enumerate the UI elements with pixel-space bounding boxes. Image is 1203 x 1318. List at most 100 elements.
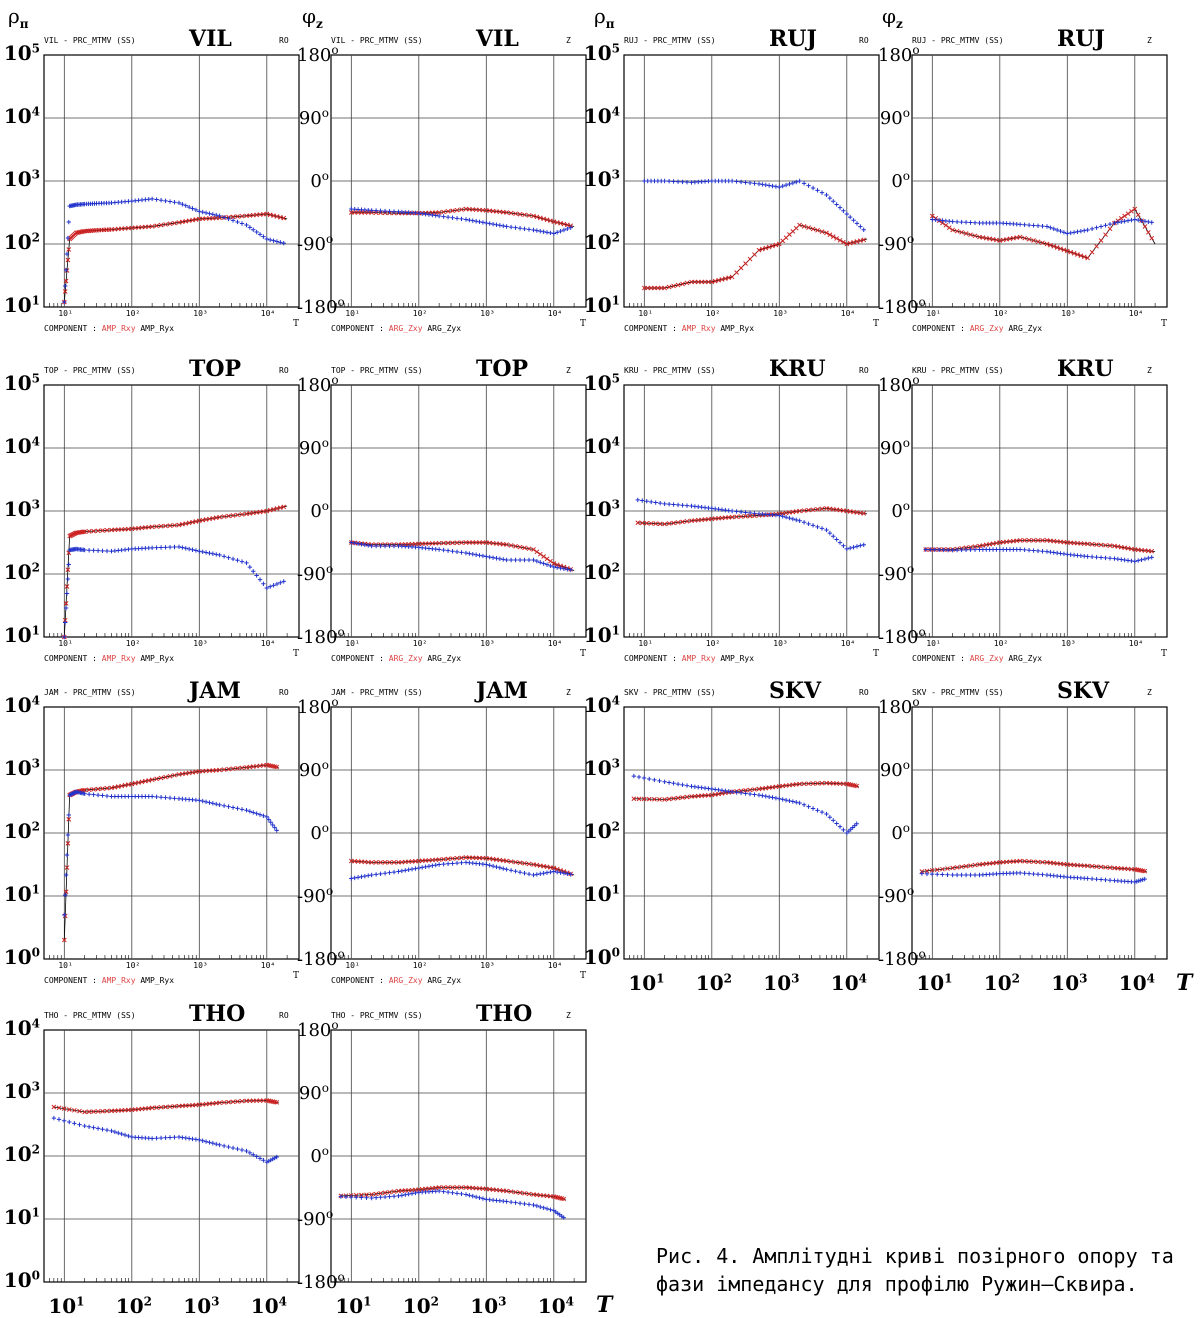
x-tick-label: 10⁴ bbox=[260, 961, 276, 970]
data-point-xy bbox=[1135, 212, 1141, 218]
data-point-xy bbox=[684, 518, 690, 524]
data-point-xy bbox=[752, 252, 757, 257]
data-point-xy bbox=[239, 213, 245, 219]
data-point-yx bbox=[837, 540, 843, 545]
data-point-yx bbox=[959, 547, 964, 553]
data-point-xy bbox=[806, 507, 811, 513]
data-point-xy bbox=[504, 1188, 509, 1194]
x-tick-label: 104 bbox=[830, 971, 867, 995]
y-tick-label: -90o bbox=[297, 232, 334, 255]
data-point-yx bbox=[541, 561, 546, 566]
data-point-xy bbox=[1107, 226, 1113, 232]
data-point-yx bbox=[278, 240, 283, 245]
x-tick-label: 104 bbox=[250, 1294, 287, 1318]
data-point-yx bbox=[1051, 226, 1056, 232]
data-point-yx bbox=[1078, 228, 1084, 234]
data-point-yx bbox=[662, 779, 667, 784]
data-point-yx bbox=[454, 860, 460, 866]
data-point-yx bbox=[548, 869, 553, 875]
x-tick-label: 102 bbox=[402, 1294, 439, 1318]
data-point-yx bbox=[554, 565, 560, 570]
data-point-xy bbox=[441, 540, 446, 546]
x-tick-label: 10⁴ bbox=[840, 309, 856, 318]
data-point-xy bbox=[167, 1104, 173, 1110]
data-point-xy bbox=[756, 247, 762, 253]
data-point-xy bbox=[436, 210, 442, 215]
data-point-yx bbox=[100, 548, 105, 554]
y-tick-label: 180o bbox=[297, 43, 339, 66]
data-point-yx bbox=[806, 183, 811, 188]
data-point-yx bbox=[172, 544, 177, 550]
data-point-xy bbox=[666, 521, 672, 526]
data-point-yx bbox=[183, 546, 188, 551]
data-point-yx bbox=[396, 869, 401, 874]
data-point-yx bbox=[544, 230, 550, 235]
y-tick-label: -180o bbox=[297, 295, 345, 318]
data-point-yx bbox=[387, 870, 392, 875]
x-tick-label: 10² bbox=[125, 309, 141, 318]
y-tick-label: 180o bbox=[297, 373, 339, 396]
data-point-yx bbox=[203, 799, 209, 805]
data-point-xy bbox=[1145, 229, 1151, 235]
station-title: RUJ bbox=[1057, 26, 1105, 52]
data-point-xy bbox=[450, 856, 455, 861]
data-point-xy bbox=[551, 219, 557, 224]
data-point-yx bbox=[359, 542, 364, 547]
data-point-xy bbox=[235, 512, 240, 518]
data-point-yx bbox=[1135, 558, 1141, 563]
data-point-yx bbox=[1132, 217, 1137, 222]
y-tick-label: 105 bbox=[3, 41, 40, 65]
data-point-yx bbox=[548, 230, 553, 236]
data-point-xy bbox=[1094, 864, 1099, 869]
data-point-xy bbox=[91, 528, 96, 534]
data-point-yx bbox=[522, 557, 527, 563]
data-point-yx bbox=[738, 790, 744, 796]
panel-tag: Z bbox=[1147, 366, 1152, 375]
data-point-xy bbox=[239, 512, 245, 517]
data-point-yx bbox=[1135, 217, 1141, 223]
data-point-yx bbox=[158, 795, 164, 800]
data-point-yx bbox=[1098, 877, 1104, 882]
data-point-yx bbox=[387, 209, 392, 214]
data-point-yx bbox=[217, 552, 222, 558]
y-tick-label: 103 bbox=[583, 497, 620, 521]
panel-tag: RO bbox=[279, 688, 289, 697]
data-point-yx bbox=[64, 591, 70, 596]
component-legend: COMPONENT : AMP_Rxy AMP_Ryx bbox=[44, 976, 175, 985]
data-point-yx bbox=[544, 1206, 550, 1211]
data-point-xy bbox=[801, 508, 807, 513]
data-point-yx bbox=[436, 862, 442, 867]
data-point-xy bbox=[264, 211, 270, 217]
data-point-yx bbox=[538, 871, 543, 877]
data-point-xy bbox=[1040, 538, 1045, 543]
data-point-yx bbox=[837, 824, 843, 829]
data-point-xy bbox=[655, 285, 661, 291]
data-point-yx bbox=[1026, 222, 1032, 228]
data-point-yx bbox=[247, 225, 253, 230]
data-point-xy bbox=[837, 237, 843, 243]
data-point-yx bbox=[743, 510, 748, 515]
data-point-xy bbox=[801, 223, 807, 229]
data-point-yx bbox=[349, 540, 354, 545]
rho-axis-label-2: ρп bbox=[594, 4, 615, 31]
data-point-xy bbox=[1022, 538, 1027, 543]
data-point-xy bbox=[641, 285, 647, 291]
y-tick-label: -180o bbox=[878, 947, 926, 970]
data-point-xy bbox=[264, 508, 270, 514]
data-point-xy bbox=[239, 765, 245, 771]
data-point-xy bbox=[190, 519, 195, 525]
data-point-yx bbox=[406, 867, 411, 872]
data-point-xy bbox=[62, 289, 68, 294]
data-point-yx bbox=[1094, 555, 1099, 560]
station-title: KRU bbox=[769, 356, 826, 382]
data-point-xy bbox=[172, 220, 177, 226]
data-point-yx bbox=[480, 1196, 486, 1201]
data-point-yx bbox=[271, 583, 276, 588]
data-point-yx bbox=[1107, 221, 1113, 227]
data-point-xy bbox=[929, 213, 935, 219]
data-point-yx bbox=[568, 567, 573, 573]
data-point-xy bbox=[149, 524, 155, 530]
data-point-yx bbox=[459, 1191, 464, 1197]
data-point-yx bbox=[244, 1148, 249, 1154]
panel-tag: Z bbox=[1147, 36, 1152, 45]
